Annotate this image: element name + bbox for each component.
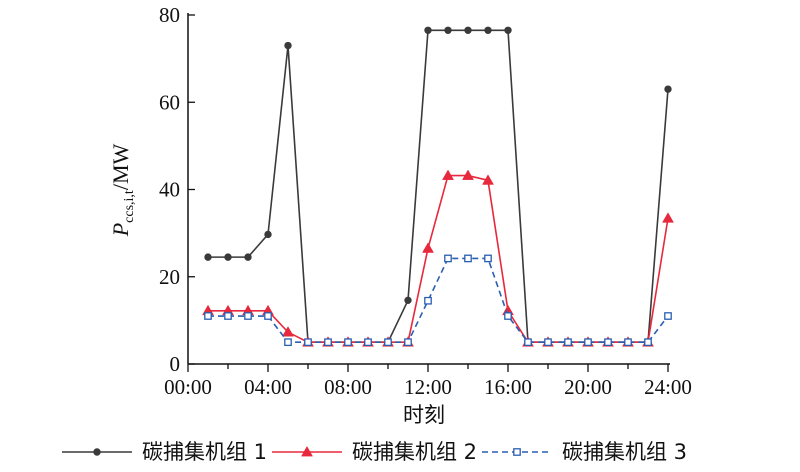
series-point [424,296,432,305]
series-point [204,253,212,261]
series-point [513,448,521,456]
legend-item-3: 碳捕集机组 3 [482,440,687,464]
series-point [264,312,272,320]
series-point [224,253,232,261]
series-group [202,26,674,347]
series-line [208,174,669,343]
series-point [304,338,312,347]
series-point [624,338,632,347]
y-tick-label: 40 [159,178,180,202]
series-point [442,169,454,180]
series-point [404,338,412,347]
series-point [93,448,101,456]
series-point [464,26,472,34]
legend-label: 碳捕集机组 1 [142,440,267,464]
legend-label: 碳捕集机组 3 [562,440,687,464]
series-point [244,253,252,261]
y-axis-title-symbol: P [108,223,133,237]
x-tick-label: 12:00 [404,375,452,399]
svg-text:Pccs,i,t/MW: Pccs,i,t/MW [108,143,137,237]
axes: 0 20 40 60 80 00:00 04:00 08:00 12:00 16:00 20:00 2… [159,3,692,399]
x-tick-label: 08:00 [324,375,372,399]
series-3 [204,254,672,347]
series-point [604,338,612,347]
series-point [462,169,474,180]
x-tick-label: 04:00 [244,375,292,399]
series-2 [202,169,674,347]
series-point [564,338,572,347]
series-point [464,254,472,263]
series-point [284,338,292,347]
series-point [404,296,412,305]
series-point [344,338,352,347]
series-point [301,445,313,457]
series-point [282,326,294,337]
series-point [422,242,434,253]
series-point [504,312,512,320]
y-axis-title-unit: /MW [108,143,133,190]
legend-label: 碳捕集机组 2 [352,440,477,464]
series-point [484,26,492,34]
y-tick-label: 20 [159,265,180,289]
series-point [544,338,552,347]
y-axis-title: Pccs,i,t/MW [108,143,137,237]
series-point [484,254,492,263]
series-point [264,230,272,239]
series-point [444,26,452,34]
series-point [364,338,372,347]
series-point [664,85,672,93]
x-axis-title: 时刻 [403,403,445,427]
series-point [644,338,652,347]
legend-item-1: 碳捕集机组 1 [62,440,267,464]
series-point [584,338,592,347]
series-point [384,338,392,347]
series-point [444,254,452,263]
series-line [208,257,669,343]
y-tick-label: 0 [170,352,181,376]
series-point [504,26,512,34]
y-axis-title-subscript: ccs,i,t [122,190,137,223]
y-tick-label: 60 [159,90,180,114]
series-point [224,312,232,320]
x-tick-label: 16:00 [484,375,532,399]
series-point [524,338,532,347]
series-1 [204,26,672,346]
series-point [664,312,672,320]
y-tick-label: 80 [159,3,180,27]
x-tick-label: 00:00 [164,375,212,399]
x-tick-label: 24:00 [644,375,692,399]
series-point [662,212,674,223]
series-point [424,26,432,34]
series-point [324,338,332,347]
series-line [208,29,669,343]
series-point [482,174,494,185]
series-point [284,41,292,50]
legend-item-2: 碳捕集机组 2 [272,440,477,464]
x-tick-label: 20:00 [564,375,612,399]
series-point [244,312,252,320]
legend: 碳捕集机组 1 碳捕集机组 2 碳捕集机组 3 [62,440,687,464]
series-point [204,312,212,320]
